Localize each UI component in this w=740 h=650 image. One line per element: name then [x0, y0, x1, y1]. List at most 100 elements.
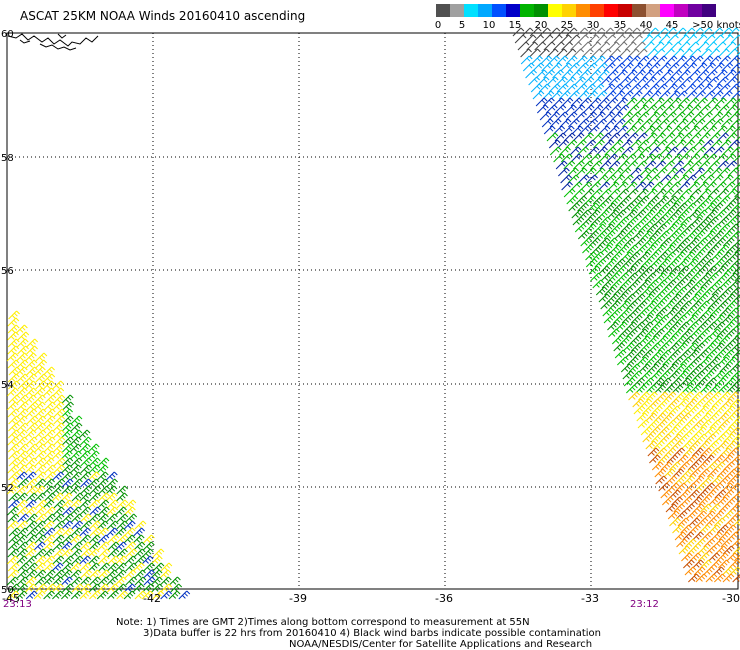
- wind-barb: [713, 321, 726, 331]
- wind-barb: [715, 545, 728, 555]
- wind-barb: [687, 97, 700, 107]
- wind-barb: [727, 447, 740, 457]
- wind-barb: [668, 342, 680, 352]
- wind-barb: [630, 195, 643, 205]
- wind-barb: [61, 394, 74, 404]
- wind-barb: [658, 482, 671, 492]
- wind-barb: [703, 146, 716, 156]
- wind-barb: [711, 174, 724, 184]
- wind-barb: [608, 328, 620, 338]
- wind-barb: [718, 419, 731, 429]
- wind-barb: [702, 167, 714, 177]
- wind-barb: [43, 366, 55, 376]
- note-line-2: 3)Data buffer is 22 hrs from 20160410 4)…: [143, 628, 601, 639]
- wind-barb: [534, 41, 547, 51]
- scale-swatch: [436, 4, 450, 17]
- wind-barb: [585, 251, 597, 261]
- wind-barb: [651, 181, 664, 191]
- wind-barb: [637, 307, 650, 317]
- wind-barb: [731, 433, 740, 443]
- wind-barb: [678, 181, 691, 191]
- wind-barb: [699, 272, 712, 282]
- wind-barb: [651, 349, 664, 359]
- wind-barb: [613, 286, 626, 296]
- wind-barb: [603, 111, 616, 121]
- wind-barb: [607, 293, 619, 303]
- wind-barb: [689, 328, 702, 338]
- wind-barb: [603, 62, 616, 72]
- wind-barb: [575, 83, 588, 93]
- wind-barb: [52, 534, 65, 544]
- wind-barb: [696, 377, 708, 387]
- wind-barb: [70, 422, 83, 432]
- wind-barb: [660, 461, 673, 471]
- wind-barb: [648, 139, 660, 149]
- wind-barb: [598, 153, 611, 163]
- wind-barb: [24, 576, 37, 586]
- wind-barb: [716, 524, 729, 534]
- wind-barb: [629, 167, 642, 177]
- wind-barb: [631, 342, 643, 352]
- wind-barb: [541, 62, 553, 72]
- wind-barb: [60, 590, 73, 600]
- wind-barb: [714, 377, 727, 387]
- wind-barb: [8, 492, 20, 502]
- wind-barb: [721, 258, 733, 268]
- wind-barb: [694, 258, 707, 268]
- wind-barb: [663, 272, 676, 282]
- wind-barb: [17, 562, 30, 572]
- wind-barb: [114, 583, 127, 593]
- wind-barb: [653, 440, 665, 450]
- wind-barb: [142, 541, 155, 551]
- wind-barb: [677, 209, 690, 219]
- wind-barb: [689, 412, 702, 422]
- wind-barb: [51, 492, 64, 502]
- wind-barb: [43, 415, 56, 425]
- wind-barb: [719, 139, 732, 149]
- wind-barb: [584, 223, 597, 233]
- wind-barb: [693, 139, 705, 149]
- wind-barb: [674, 139, 687, 149]
- wind-barb: [70, 450, 82, 460]
- wind-barb: [729, 279, 740, 289]
- wind-barb: [697, 349, 709, 359]
- wind-barb: [672, 48, 685, 58]
- wind-barb: [662, 412, 675, 422]
- wind-barb: [723, 433, 736, 443]
- wind-barb: [717, 132, 729, 142]
- wind-barb: [708, 356, 721, 366]
- wind-barb: [694, 146, 707, 156]
- wind-barb: [15, 485, 28, 495]
- wind-barb: [725, 496, 738, 506]
- latitude-label: 50: [1, 585, 14, 596]
- wind-barb: [626, 356, 639, 366]
- wind-barb: [652, 209, 665, 219]
- wind-barb: [669, 321, 681, 331]
- wind-barb: [725, 132, 738, 142]
- wind-barb: [653, 328, 665, 338]
- wind-barb: [645, 412, 658, 422]
- wind-barb: [723, 405, 736, 415]
- wind-barb: [53, 569, 65, 579]
- wind-barb: [718, 167, 731, 177]
- wind-barb: [696, 461, 709, 471]
- wind-barb: [622, 370, 635, 380]
- wind-barb: [594, 223, 606, 233]
- wind-barb: [647, 335, 659, 345]
- wind-barb: [675, 482, 688, 492]
- wind-barb: [677, 258, 690, 268]
- wind-barb: [34, 471, 47, 481]
- wind-barb: [728, 559, 740, 569]
- wind-barb: [655, 279, 668, 289]
- wind-barb: [600, 76, 612, 86]
- wind-barb: [522, 62, 535, 72]
- wind-barb: [34, 562, 46, 572]
- wind-barb: [89, 485, 102, 495]
- wind-barb: [635, 272, 648, 282]
- wind-barb: [676, 454, 689, 464]
- wind-barb: [559, 118, 572, 128]
- wind-barb: [704, 62, 716, 72]
- wind-barb: [591, 244, 604, 254]
- wind-barb: [706, 209, 718, 219]
- wind-barb: [659, 174, 672, 184]
